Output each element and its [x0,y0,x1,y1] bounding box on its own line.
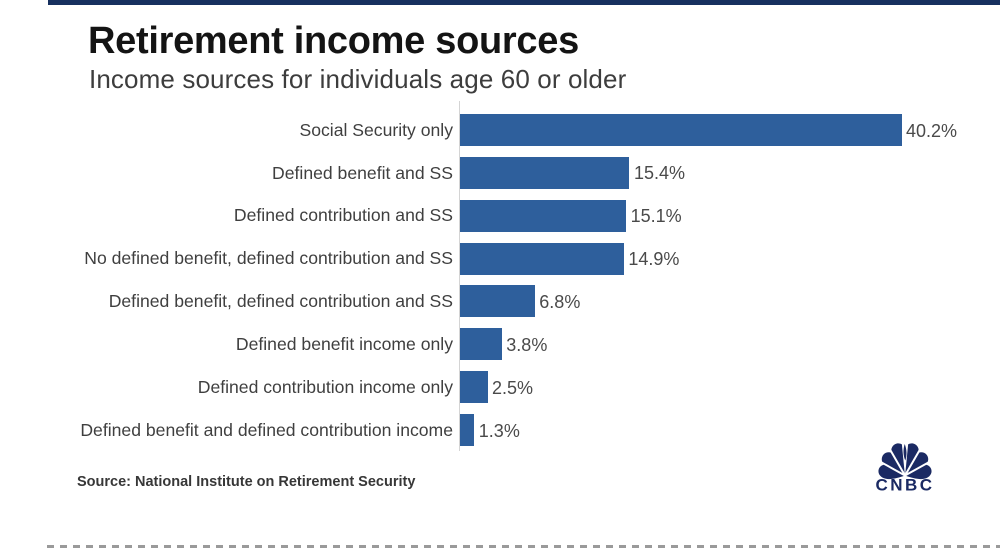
svg-text:CNBC: CNBC [876,476,935,495]
